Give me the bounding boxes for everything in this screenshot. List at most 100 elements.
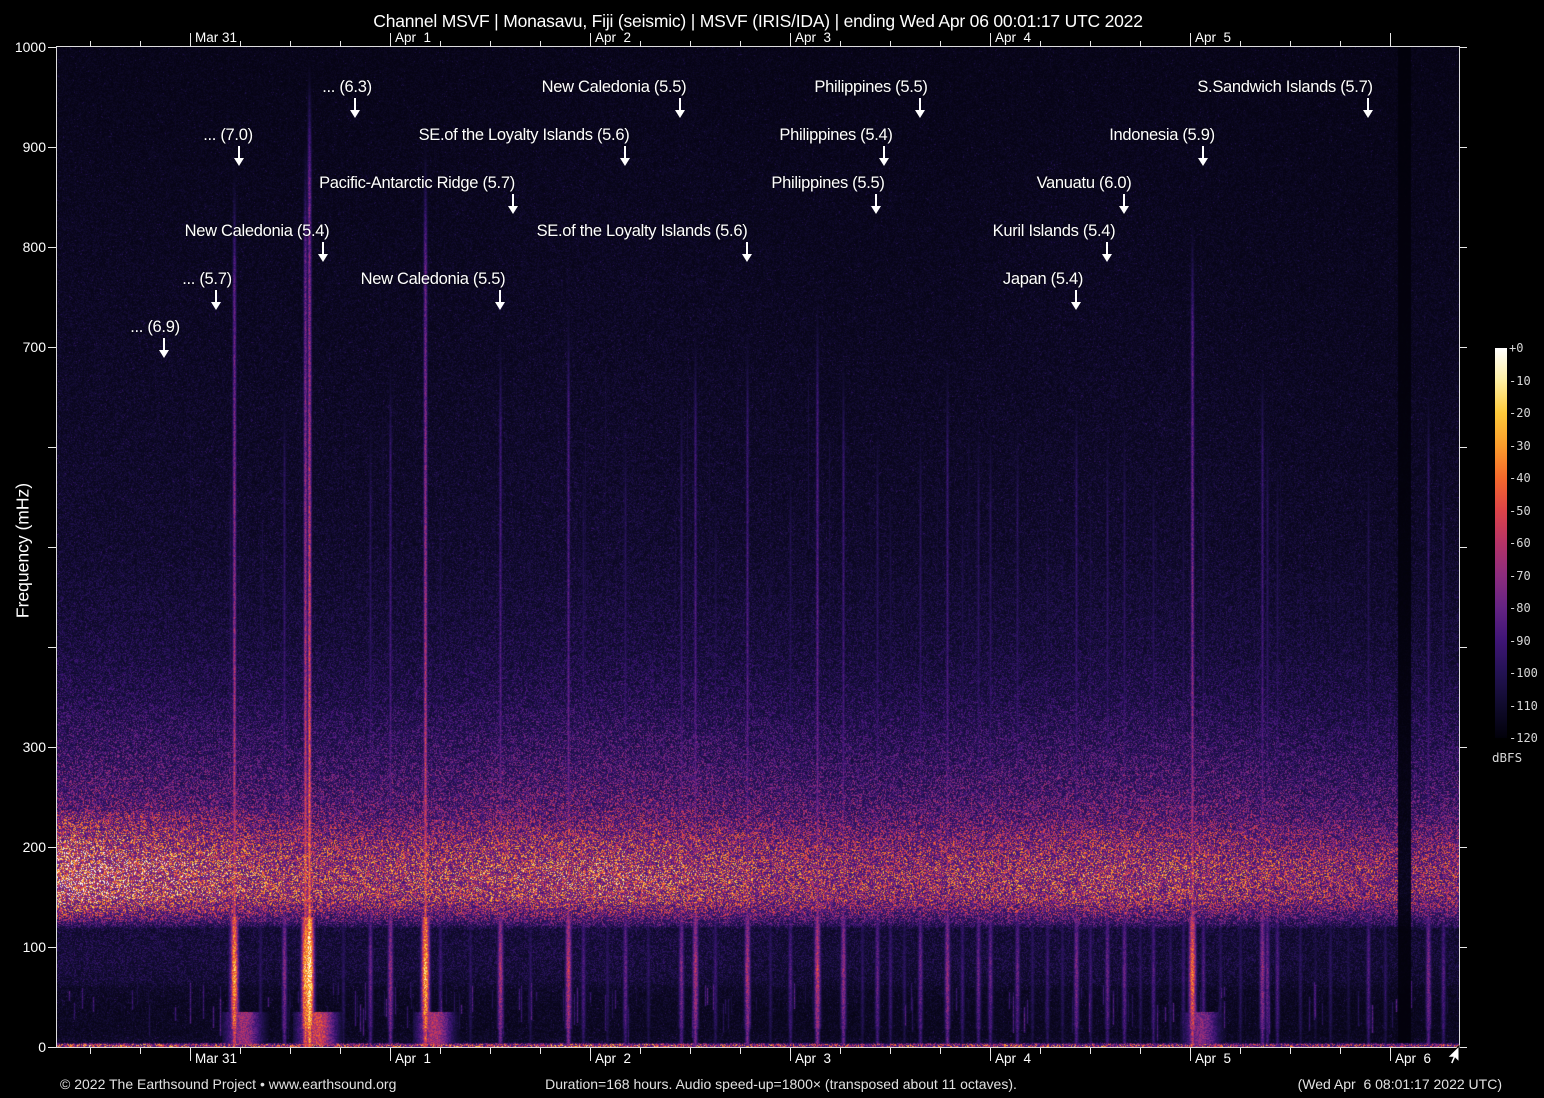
y-tick-right <box>1460 747 1467 748</box>
x-tick-bottom <box>340 1048 341 1054</box>
event-arrow-icon <box>211 290 221 310</box>
event-label: ... (6.3) <box>322 78 372 96</box>
x-tick-bottom <box>1240 1048 1241 1054</box>
x-tick-top <box>940 41 941 47</box>
spectrogram-canvas <box>57 47 1459 1047</box>
x-tick-top <box>1290 41 1291 47</box>
x-tick-top <box>1190 33 1191 47</box>
x-day-label-bottom: Mar 31 <box>195 1051 238 1066</box>
y-tick-left <box>48 947 56 948</box>
event-label: Japan (5.4) <box>1002 270 1084 288</box>
y-tick-label: 800 <box>22 239 46 255</box>
y-tick-label: 1000 <box>14 39 46 55</box>
x-tick-top <box>190 33 191 47</box>
event-arrow-icon <box>1363 98 1373 118</box>
y-tick-right <box>1460 147 1467 148</box>
x-tick-bottom <box>1390 1048 1391 1061</box>
event-arrow-icon <box>1071 290 1081 310</box>
event-label: ... (5.7) <box>182 270 232 288</box>
y-tick-right <box>1460 1047 1467 1048</box>
y-tick-right <box>1460 547 1467 548</box>
colorbar-unit-label: dBFS <box>1492 750 1523 765</box>
footer-duration: Duration=168 hours. Audio speed-up=1800×… <box>545 1076 1017 1092</box>
y-tick-left <box>48 1047 56 1048</box>
plot-border <box>56 46 1460 1048</box>
y-tick-left <box>48 47 56 48</box>
x-tick-bottom <box>1290 1048 1291 1054</box>
event-arrow-icon <box>915 98 925 118</box>
x-tick-top <box>1140 41 1141 47</box>
x-day-label-top: Apr 2 <box>595 30 632 45</box>
x-tick-bottom <box>140 1048 141 1054</box>
event-label: Indonesia (5.9) <box>1109 126 1215 144</box>
y-tick-label: 300 <box>22 739 46 755</box>
y-tick-right <box>1460 47 1467 48</box>
y-tick-label: 0 <box>38 1039 46 1055</box>
chart-title: Channel MSVF | Monasavu, Fiji (seismic) … <box>373 11 1143 31</box>
x-tick-bottom <box>490 1048 491 1054</box>
x-tick-bottom <box>940 1048 941 1054</box>
x-tick-bottom <box>440 1048 441 1054</box>
x-day-label-top: Apr 4 <box>995 30 1032 45</box>
x-day-label-top: Apr 3 <box>795 30 832 45</box>
y-axis-title: Frequency (mHz) <box>12 482 33 619</box>
x-tick-bottom <box>590 1048 591 1061</box>
x-tick-bottom <box>190 1048 191 1061</box>
x-tick-bottom <box>790 1048 791 1061</box>
y-tick-left <box>48 747 56 748</box>
event-arrow-icon <box>350 98 360 118</box>
event-label: Vanuatu (6.0) <box>1036 174 1132 192</box>
x-tick-bottom <box>1140 1048 1141 1054</box>
x-tick-top <box>90 41 91 47</box>
colorbar-tick-label: -30 <box>1509 438 1531 453</box>
x-tick-top <box>990 33 991 47</box>
x-tick-top <box>640 41 641 47</box>
colorbar-tick-label: -90 <box>1509 633 1531 648</box>
x-tick-bottom <box>990 1048 991 1061</box>
event-label: Philippines (5.4) <box>779 126 893 144</box>
event-label: S.Sandwich Islands (5.7) <box>1197 78 1373 96</box>
x-tick-bottom <box>740 1048 741 1054</box>
x-tick-top <box>1390 33 1391 47</box>
event-arrow-icon <box>318 242 328 262</box>
x-tick-bottom <box>540 1048 541 1054</box>
x-tick-bottom <box>90 1048 91 1054</box>
y-tick-label: 200 <box>22 839 46 855</box>
colorbar-tick-label: -40 <box>1509 471 1531 485</box>
colorbar-tick-label: -20 <box>1509 406 1531 420</box>
event-label: Philippines (5.5) <box>771 174 885 192</box>
event-arrow-icon <box>742 242 752 262</box>
x-tick-bottom <box>1340 1048 1341 1054</box>
event-arrow-icon <box>675 98 685 118</box>
y-tick-right <box>1460 847 1467 848</box>
x-tick-top <box>590 33 591 47</box>
event-label: SE.of the Loyalty Islands (5.6) <box>536 222 748 240</box>
event-arrow-icon <box>879 146 889 166</box>
x-day-label-bottom: Apr 1 <box>395 1051 432 1066</box>
y-tick-left <box>48 247 56 248</box>
event-arrow-icon <box>1119 194 1129 214</box>
event-label: Kuril Islands (5.4) <box>992 222 1116 240</box>
x-tick-top <box>140 41 141 47</box>
x-tick-top <box>1090 41 1091 47</box>
x-day-label-top: Mar 31 <box>195 30 238 45</box>
x-tick-bottom <box>290 1048 291 1054</box>
x-tick-bottom <box>640 1048 641 1054</box>
x-day-label-bottom: Apr 5 <box>1195 1051 1232 1066</box>
y-tick-left <box>48 847 56 848</box>
y-tick-label: 700 <box>22 339 46 355</box>
colorbar-gradient <box>1495 348 1507 738</box>
x-tick-bottom <box>1190 1048 1191 1061</box>
colorbar-tick-label: -50 <box>1509 503 1531 518</box>
event-label: Philippines (5.5) <box>814 78 928 96</box>
y-tick-label: 100 <box>22 939 46 955</box>
x-tick-bottom <box>890 1048 891 1054</box>
x-tick-top <box>890 41 891 47</box>
colorbar-tick-label: -10 <box>1509 373 1531 388</box>
x-tick-top <box>240 41 241 47</box>
y-tick-left <box>48 647 56 648</box>
event-arrow-icon <box>1102 242 1112 262</box>
colorbar-tick-label: -110 <box>1509 698 1538 713</box>
y-tick-right <box>1460 647 1467 648</box>
